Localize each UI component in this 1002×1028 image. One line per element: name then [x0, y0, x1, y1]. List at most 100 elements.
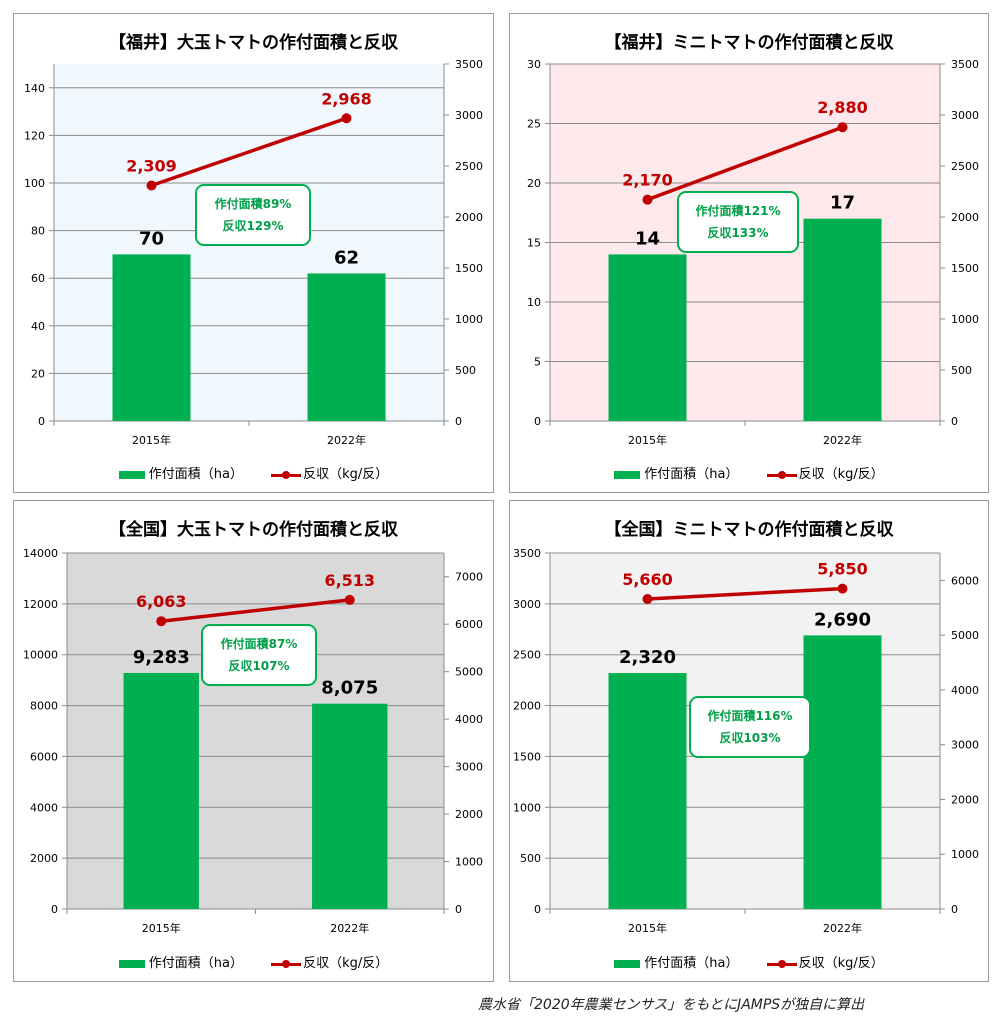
- bar-data-label: 2,320: [619, 647, 676, 668]
- left-axis-tick-label: 0: [534, 415, 541, 428]
- chart-panel-national-mini-tomato: 0 500 1000 1500 2000 2500 3000 3500 0 1000 2000 300…: [509, 500, 989, 982]
- annotation-area-ratio: 作付面積116%: [707, 709, 793, 723]
- bar: [312, 703, 388, 909]
- right-axis-tick-label: 1000: [951, 313, 979, 326]
- bar: [608, 254, 687, 421]
- bar-data-label: 70: [139, 228, 164, 249]
- left-axis-tick-label: 140: [24, 82, 45, 95]
- right-axis-tick-label: 3500: [455, 58, 483, 71]
- legend: 作付面積（ha） 反収（kg/反）: [510, 463, 988, 482]
- annotation-box: 作付面積116% 反収103%: [689, 696, 811, 758]
- legend-line-swatch: [766, 470, 797, 480]
- bar-data-label: 14: [635, 228, 660, 249]
- legend-item-area: 作付面積（ha）: [118, 952, 243, 971]
- left-axis-tick-label: 6000: [30, 750, 58, 763]
- bar-data-label: 17: [830, 193, 855, 214]
- yield-line: [646, 125, 844, 202]
- legend-item-area: 作付面積（ha）: [614, 952, 738, 971]
- line-data-label: 2,968: [321, 89, 372, 108]
- x-axis-category-label: 2015年: [132, 433, 171, 447]
- chart-svg: 0 5 10 15 20 25 30 0 500 1000 1500 2000 2500 3000 3500…: [527, 58, 979, 447]
- legend-item-yield: 反収（kg/反）: [766, 952, 884, 971]
- right-axis-tick-label: 0: [455, 415, 462, 428]
- annotation-box: 作付面積87% 反収107%: [201, 624, 317, 686]
- left-axis-tick-label: 10: [527, 296, 541, 309]
- legend-bar-swatch: [614, 470, 641, 479]
- right-axis-tick-label: 1500: [951, 262, 979, 275]
- right-axis-tick-label: 0: [455, 903, 462, 916]
- left-axis-tick-label: 0: [38, 415, 45, 428]
- yield-point: [146, 180, 157, 191]
- chart-title: 【福井】大玉トマトの作付面積と反収: [109, 33, 398, 53]
- right-axis-tick-label: 2000: [951, 793, 979, 806]
- legend: 作付面積（ha） 反収（kg/反）: [510, 952, 988, 971]
- annotation-area-ratio: 作付面積89%: [214, 197, 292, 211]
- line-data-label: 6,513: [324, 571, 375, 590]
- legend-line-swatch: [766, 959, 797, 969]
- right-axis-tick-label: 5000: [951, 629, 979, 642]
- right-axis-tick-label: 3000: [951, 109, 979, 122]
- right-axis-tick-label: 500: [455, 364, 476, 377]
- right-axis-tick-label: 2000: [951, 211, 979, 224]
- line-data-label: 2,309: [126, 156, 177, 175]
- right-axis-tick-label: 0: [951, 903, 958, 916]
- chart-panel-fukui-mini-tomato: 0 5 10 15 20 25 30 0 500 1000 1500 2000 2500 3000 3500…: [509, 13, 989, 493]
- legend-item-yield: 反収（kg/反）: [271, 952, 388, 971]
- x-axis-category-label: 2015年: [628, 433, 667, 447]
- bar-data-label: 8,075: [321, 678, 378, 699]
- annotation-box: 作付面積121% 反収133%: [677, 191, 799, 253]
- legend-item-yield: 反収（kg/反）: [766, 463, 884, 482]
- right-axis-tick-label: 6000: [455, 618, 483, 631]
- right-axis-tick-label: 1000: [951, 848, 979, 861]
- right-axis-tick-label: 2500: [455, 160, 483, 173]
- chart-title: 【全国】ミニトマトの作付面積と反収: [604, 520, 894, 540]
- left-axis-tick-label: 40: [31, 320, 45, 333]
- left-axis-tick-label: 10000: [23, 649, 58, 662]
- left-axis-tick-label: 3500: [513, 547, 541, 560]
- legend-bar-label: 作付面積（ha）: [644, 956, 739, 971]
- legend-bar-label: 作付面積（ha）: [148, 956, 243, 971]
- left-axis-tick-label: 8000: [30, 700, 58, 713]
- legend-bar-swatch: [614, 959, 641, 968]
- right-axis-tick-label: 3500: [951, 58, 979, 71]
- chart-svg: 0 2000 4000 6000 8000 10000 12000 14000 0 1000 200…: [23, 547, 483, 935]
- right-axis-tick-label: 7000: [455, 571, 483, 584]
- legend-line-swatch: [271, 470, 302, 480]
- right-axis-tick-label: 0: [951, 415, 958, 428]
- legend: 作付面積（ha） 反収（kg/反）: [14, 463, 493, 482]
- x-axis-category-label: 2022年: [823, 433, 862, 447]
- bar: [608, 673, 687, 909]
- left-axis-tick-label: 12000: [23, 598, 58, 611]
- legend-line-label: 反収（kg/反）: [303, 467, 389, 482]
- left-axis-tick-label: 25: [527, 118, 541, 131]
- left-axis-tick-label: 14000: [23, 547, 58, 560]
- bar: [307, 273, 386, 421]
- annotation-yield-ratio: 反収103%: [719, 731, 781, 745]
- x-axis-category-label: 2022年: [823, 921, 862, 935]
- legend-item-area: 作付面積（ha）: [118, 463, 243, 482]
- yield-line: [150, 116, 348, 188]
- left-axis-tick-label: 2500: [513, 649, 541, 662]
- chart-panel-fukui-large-tomato: 0 20 40 60 80 100 120 140 0 500 1000 1500 2000 2500 30…: [13, 13, 494, 493]
- right-axis-tick-label: 1500: [455, 262, 483, 275]
- bar-data-label: 2,690: [814, 609, 871, 630]
- right-axis-tick-label: 500: [951, 364, 972, 377]
- line-data-label: 5,660: [622, 570, 673, 589]
- right-axis-tick-label: 3000: [455, 761, 483, 774]
- left-axis-tick-label: 20: [527, 177, 541, 190]
- bar-data-label: 62: [334, 247, 359, 268]
- left-axis-tick-label: 2000: [513, 700, 541, 713]
- legend-bar-label: 作付面積（ha）: [644, 467, 739, 482]
- right-axis-tick-label: 1000: [455, 313, 483, 326]
- bar: [112, 254, 191, 421]
- right-axis-tick-label: 3000: [951, 739, 979, 752]
- legend-line-label: 反収（kg/反）: [303, 956, 389, 971]
- left-axis-tick-label: 15: [527, 237, 541, 250]
- left-axis-tick-label: 500: [520, 852, 541, 865]
- yield-point: [341, 113, 352, 124]
- chart-title: 【福井】ミニトマトの作付面積と反収: [604, 33, 894, 53]
- yield-point: [642, 594, 653, 605]
- right-axis-tick-label: 4000: [455, 713, 483, 726]
- left-axis-tick-label: 20: [31, 367, 45, 380]
- left-axis-tick-label: 60: [31, 272, 45, 285]
